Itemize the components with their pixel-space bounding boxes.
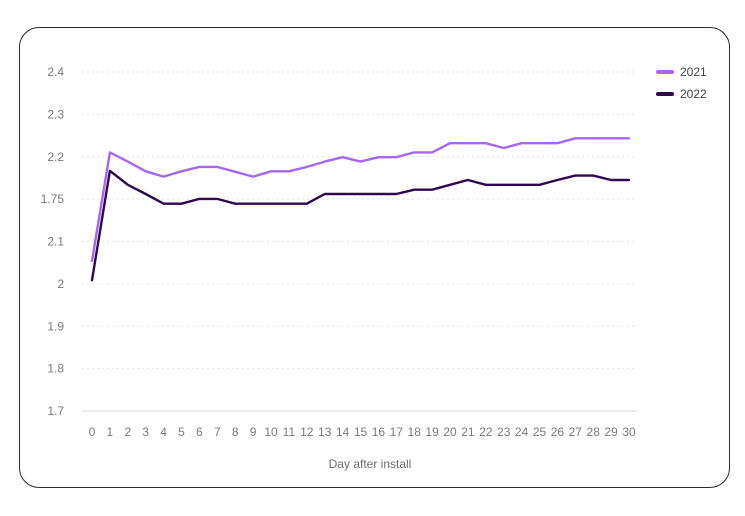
y-tick-label: 2 xyxy=(57,277,64,291)
x-tick-label: 29 xyxy=(604,425,618,439)
x-tick-label: 13 xyxy=(318,425,332,439)
y-tick-label: 2.2 xyxy=(47,150,64,164)
y-tick-label: 2.4 xyxy=(47,65,64,79)
y-tick-label: 1.7 xyxy=(47,404,64,418)
y-tick-label: 2.1 xyxy=(47,235,64,249)
x-tick-label: 30 xyxy=(622,425,636,439)
x-tick-label: 11 xyxy=(283,425,296,439)
series-line-2021 xyxy=(90,137,631,263)
x-tick-label: 0 xyxy=(89,425,96,439)
y-tick-label: 1.9 xyxy=(47,319,64,333)
legend-item-2021: 2021 xyxy=(656,65,707,79)
legend-label: 2022 xyxy=(680,87,707,101)
x-tick-label: 5 xyxy=(178,425,185,439)
legend: 2021 2022 xyxy=(656,65,707,101)
x-tick-label: 27 xyxy=(569,425,583,439)
legend-label: 2021 xyxy=(680,65,707,79)
x-tick-label: 10 xyxy=(264,425,278,439)
x-axis-ticks: 0 1 2 3 4 5 6 7 8 9 10 11 12 13 14 15 16 17 18 19 20 21 22 23 24… xyxy=(89,425,636,439)
x-tick-label: 23 xyxy=(497,425,511,439)
x-tick-label: 6 xyxy=(196,425,203,439)
x-tick-label: 4 xyxy=(160,425,167,439)
x-tick-label: 26 xyxy=(551,425,565,439)
legend-item-2022: 2022 xyxy=(656,87,707,101)
y-tick-label: 2.3 xyxy=(47,107,64,121)
x-tick-label: 14 xyxy=(336,425,350,439)
x-tick-label: 28 xyxy=(587,425,601,439)
x-tick-label: 1 xyxy=(107,425,114,439)
x-tick-label: 19 xyxy=(425,425,439,439)
series-lines xyxy=(90,137,631,282)
x-tick-label: 9 xyxy=(250,425,257,439)
x-tick-label: 16 xyxy=(372,425,386,439)
x-tick-label: 24 xyxy=(515,425,529,439)
gridlines xyxy=(82,71,637,412)
y-tick-label: 1.75 xyxy=(41,192,65,206)
x-tick-label: 7 xyxy=(214,425,221,439)
x-tick-label: 22 xyxy=(479,425,493,439)
x-tick-label: 8 xyxy=(232,425,239,439)
x-tick-label: 2 xyxy=(124,425,131,439)
x-tick-label: 15 xyxy=(354,425,368,439)
series-line-2022 xyxy=(90,169,631,282)
y-tick-label: 1.8 xyxy=(47,362,64,376)
x-tick-label: 17 xyxy=(390,425,404,439)
x-tick-label: 20 xyxy=(443,425,457,439)
y-axis-ticks: 2.4 2.3 2.2 1.75 2.1 2 1.9 1.8 1.7 xyxy=(41,65,65,418)
x-tick-label: 3 xyxy=(142,425,149,439)
x-tick-label: 12 xyxy=(300,425,314,439)
x-tick-label: 25 xyxy=(533,425,547,439)
x-tick-label: 18 xyxy=(408,425,422,439)
x-axis-label: Day after install xyxy=(329,457,412,471)
x-tick-label: 21 xyxy=(461,425,475,439)
